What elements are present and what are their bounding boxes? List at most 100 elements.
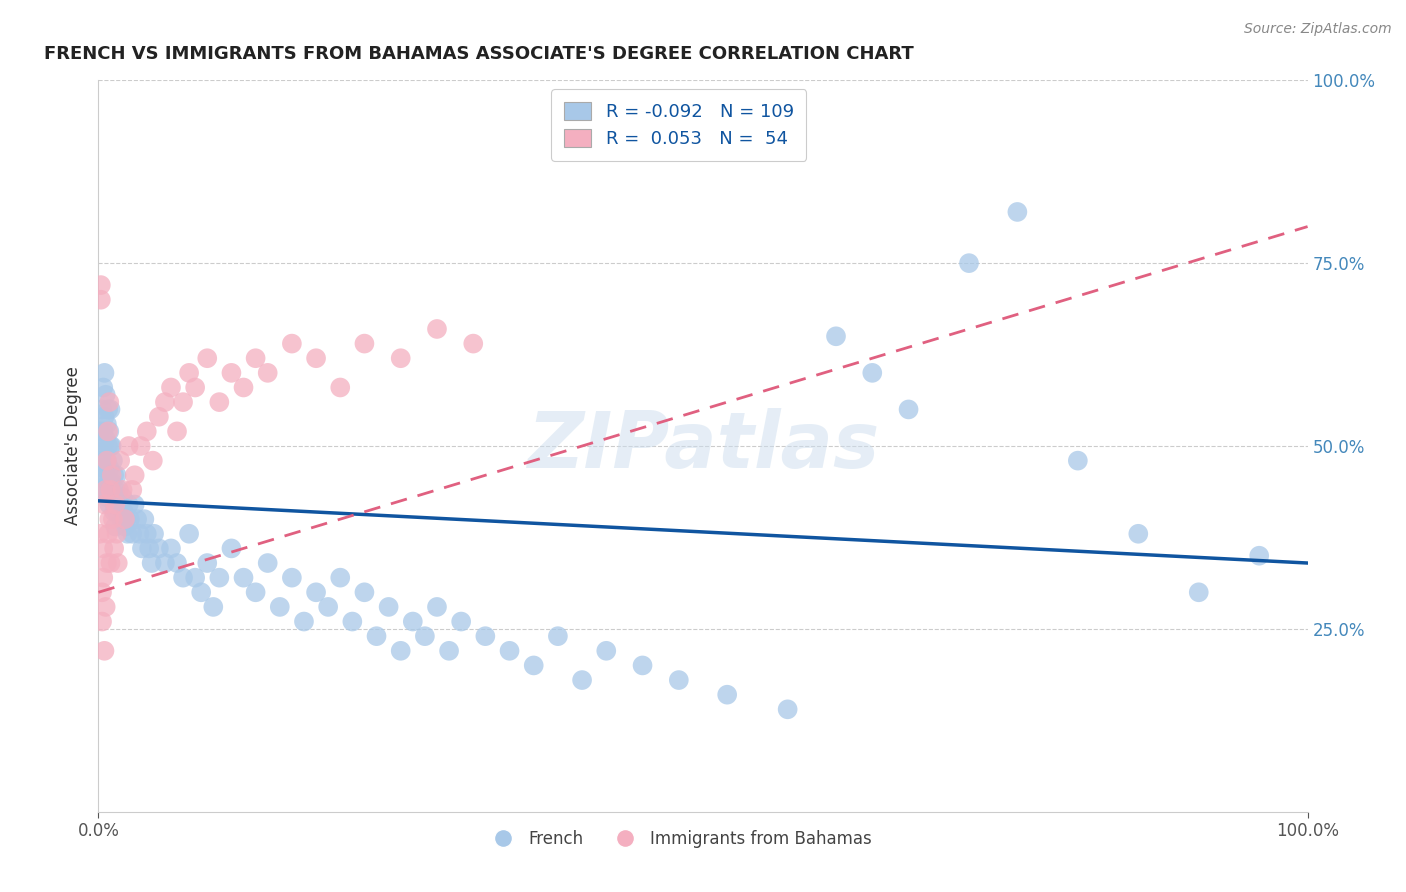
- Point: [98, 498, 121, 512]
- Point: [631, 658, 654, 673]
- Point: [232, 571, 254, 585]
- Point: [100, 439, 122, 453]
- Point: [195, 351, 218, 366]
- Y-axis label: Associate's Degree: Associate's Degree: [65, 367, 83, 525]
- Point: [498, 644, 520, 658]
- Point: [111, 490, 134, 504]
- Point: [121, 483, 143, 497]
- Point: [160, 380, 183, 394]
- Point: [463, 336, 485, 351]
- Point: [153, 395, 176, 409]
- Point: [94, 599, 117, 614]
- Point: [134, 512, 156, 526]
- Point: [305, 351, 328, 366]
- Point: [96, 453, 118, 467]
- Point: [91, 461, 114, 475]
- Point: [107, 556, 129, 570]
- Point: [93, 498, 115, 512]
- Point: [105, 468, 128, 483]
- Point: [100, 475, 122, 490]
- Point: [426, 322, 449, 336]
- Point: [316, 599, 339, 614]
- Point: [135, 526, 157, 541]
- Point: [366, 629, 388, 643]
- Point: [377, 599, 399, 614]
- Point: [389, 644, 412, 658]
- Point: [103, 468, 125, 483]
- Point: [111, 483, 134, 497]
- Point: [108, 453, 131, 467]
- Point: [142, 453, 165, 467]
- Point: [776, 702, 799, 716]
- Point: [595, 644, 617, 658]
- Point: [716, 688, 738, 702]
- Point: [98, 425, 121, 439]
- Point: [100, 468, 122, 483]
- Point: [91, 439, 114, 453]
- Point: [1128, 526, 1150, 541]
- Point: [91, 425, 114, 439]
- Point: [118, 512, 141, 526]
- Point: [232, 380, 254, 394]
- Point: [208, 571, 231, 585]
- Point: [100, 483, 122, 497]
- Point: [98, 395, 121, 409]
- Point: [90, 278, 112, 293]
- Point: [101, 512, 124, 526]
- Point: [89, 425, 111, 439]
- Point: [179, 366, 201, 380]
- Point: [115, 512, 138, 526]
- Point: [91, 615, 114, 629]
- Point: [305, 585, 328, 599]
- Point: [166, 425, 188, 439]
- Point: [184, 380, 207, 394]
- Point: [105, 526, 128, 541]
- Point: [389, 351, 412, 366]
- Point: [93, 483, 115, 497]
- Point: [97, 526, 120, 541]
- Point: [117, 526, 139, 541]
- Point: [353, 336, 375, 351]
- Point: [195, 556, 218, 570]
- Point: [91, 380, 114, 394]
- Point: [281, 571, 304, 585]
- Point: [148, 541, 170, 556]
- Point: [118, 439, 141, 453]
- Point: [94, 468, 117, 483]
- Point: [101, 453, 124, 467]
- Point: [141, 556, 163, 570]
- Point: [121, 526, 143, 541]
- Point: [94, 432, 117, 446]
- Point: [93, 446, 115, 460]
- Point: [100, 556, 122, 570]
- Point: [98, 461, 121, 475]
- Point: [153, 556, 176, 570]
- Point: [413, 629, 436, 643]
- Point: [91, 541, 114, 556]
- Point: [124, 468, 146, 483]
- Point: [957, 256, 980, 270]
- Point: [208, 395, 231, 409]
- Point: [825, 329, 848, 343]
- Point: [166, 556, 188, 570]
- Text: ZIPatlas: ZIPatlas: [527, 408, 879, 484]
- Point: [127, 512, 149, 526]
- Point: [114, 512, 136, 526]
- Point: [143, 526, 166, 541]
- Point: [90, 293, 112, 307]
- Point: [256, 366, 278, 380]
- Point: [105, 505, 128, 519]
- Point: [342, 615, 364, 629]
- Point: [96, 453, 118, 467]
- Point: [172, 395, 194, 409]
- Point: [97, 475, 120, 490]
- Point: [1007, 205, 1029, 219]
- Point: [1067, 453, 1090, 467]
- Point: [138, 541, 160, 556]
- Point: [450, 615, 472, 629]
- Point: [93, 409, 115, 424]
- Point: [256, 556, 278, 570]
- Point: [135, 425, 157, 439]
- Point: [90, 453, 112, 467]
- Point: [184, 571, 207, 585]
